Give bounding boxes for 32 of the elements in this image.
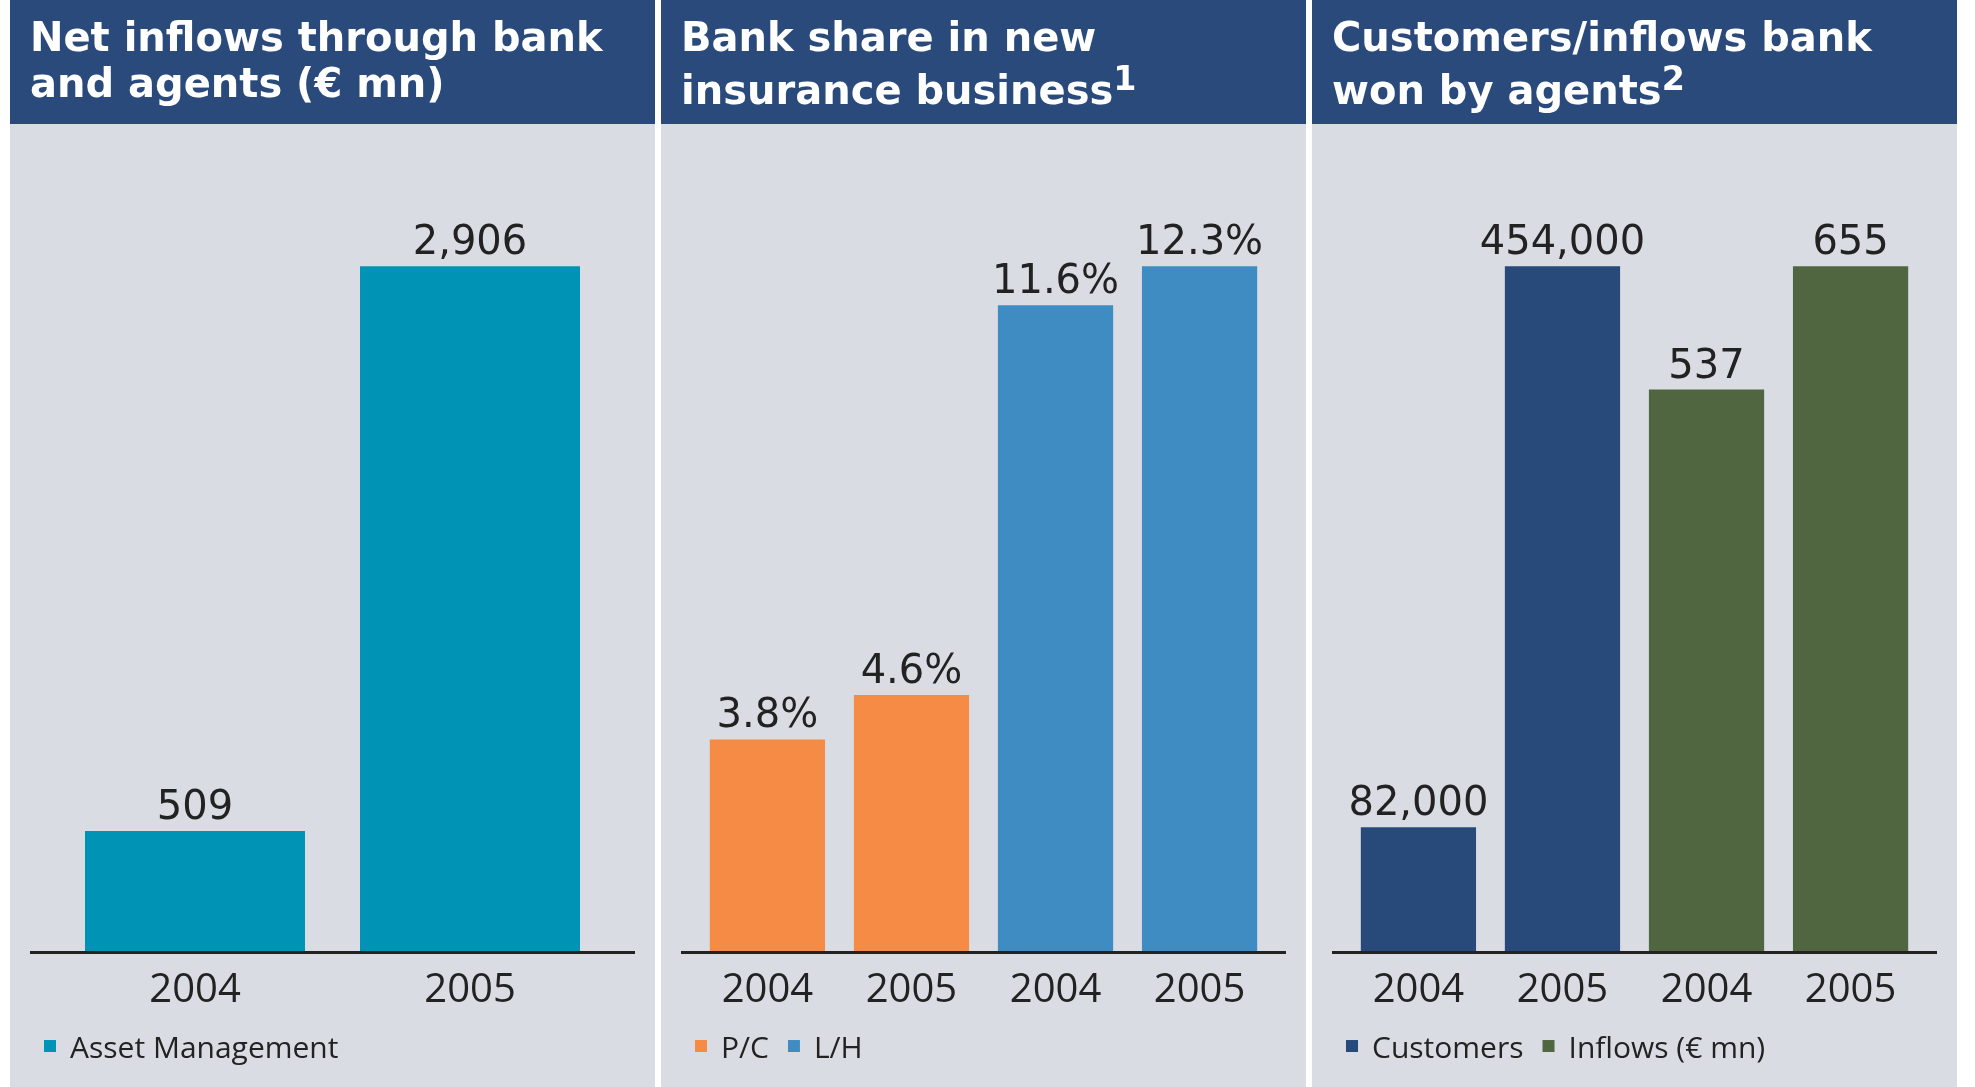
data-label: 11.6% bbox=[991, 256, 1120, 303]
data-label: 82,000 bbox=[1348, 778, 1489, 825]
chart-title: Bank share in new insurance business$^{1}$ bbox=[661, 0, 1306, 124]
x-tick-label: 2004 bbox=[1660, 959, 1753, 1014]
chart-title: Net inflows through bank and agents (€ mn) bbox=[10, 0, 655, 124]
x-tick-label: 2004 bbox=[721, 959, 814, 1014]
data-label: 655 bbox=[1812, 217, 1889, 264]
bar bbox=[997, 305, 1114, 951]
x-tick-label: 2004 bbox=[1372, 959, 1465, 1014]
data-label: 4.6% bbox=[860, 645, 963, 692]
data-label: 454,000 bbox=[1479, 217, 1646, 264]
x-tick-label: 2004 bbox=[149, 959, 241, 1014]
data-label: 12.3% bbox=[1136, 217, 1264, 264]
x-tick-label: 2005 bbox=[1516, 959, 1609, 1014]
legend-label: P/C bbox=[721, 1025, 769, 1067]
bar bbox=[709, 739, 826, 951]
legend-label: Customers bbox=[1372, 1025, 1524, 1067]
legend-label: Asset Management bbox=[70, 1025, 339, 1067]
data-label: 509 bbox=[156, 782, 234, 829]
data-label: 537 bbox=[1668, 340, 1745, 387]
data-label: 3.8% bbox=[716, 690, 819, 737]
bar bbox=[853, 694, 970, 951]
bar bbox=[1141, 266, 1258, 951]
chart-title: Customers/inflows bank won by agents$^{2}$ bbox=[1312, 0, 1957, 124]
legend-label: L/H bbox=[813, 1025, 863, 1067]
x-tick-label: 2005 bbox=[1804, 959, 1897, 1014]
x-tick-label: 2005 bbox=[1153, 959, 1246, 1014]
legend-label: Inflows (€ mn) bbox=[1568, 1025, 1766, 1067]
x-tick-label: 2005 bbox=[865, 959, 958, 1014]
data-label: 2,906 bbox=[412, 217, 528, 264]
x-tick-label: 2004 bbox=[1009, 959, 1102, 1014]
x-tick-label: 2005 bbox=[424, 959, 516, 1014]
